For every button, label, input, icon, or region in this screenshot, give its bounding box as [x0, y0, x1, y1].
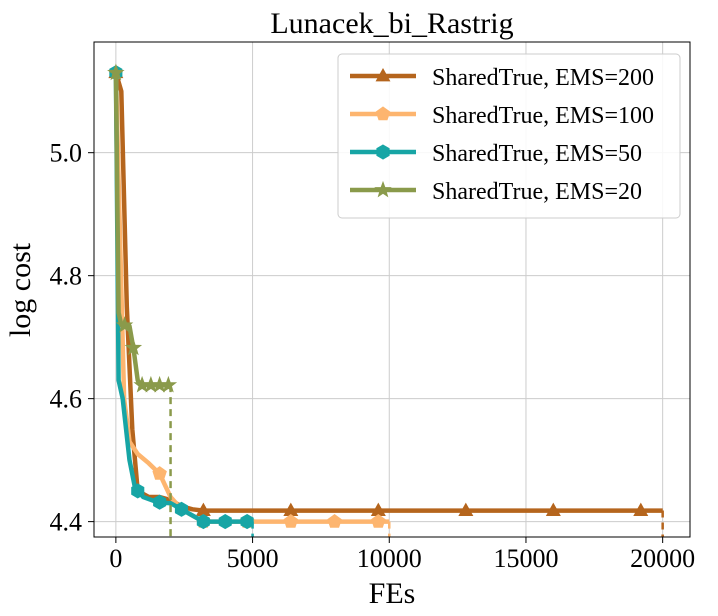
series-3-line — [113, 72, 253, 524]
series-group — [107, 63, 664, 537]
series-3-point — [218, 514, 232, 530]
x-axis-label: FEs — [369, 577, 416, 610]
series-1-point — [545, 502, 561, 516]
legend-box — [337, 53, 681, 219]
series-4 — [107, 63, 178, 537]
legend-label: SharedTrue, EMS=20 — [432, 179, 642, 205]
series-3-point — [196, 514, 210, 530]
series-2-point — [371, 513, 386, 528]
series-2-point — [152, 466, 167, 480]
series-1-point — [633, 502, 649, 516]
y-tick-label: 4.4 — [50, 508, 83, 537]
y-tick-label: 5.0 — [50, 139, 83, 168]
x-tick-label: 15000 — [493, 544, 558, 573]
chart-title: Lunacek_bi_Rastrig — [270, 7, 513, 40]
y-tick-label: 4.8 — [50, 262, 83, 291]
y-tick-label: 4.6 — [50, 385, 83, 414]
y-axis-label: log cost — [4, 242, 37, 337]
series-4-point — [115, 316, 134, 333]
legend-swatch-marker — [375, 106, 391, 121]
series-4-point — [159, 375, 178, 393]
x-tick-label: 0 — [109, 544, 122, 573]
x-tick-label: 5000 — [227, 544, 279, 573]
legend-label: SharedTrue, EMS=100 — [432, 103, 654, 129]
series-3-point — [174, 501, 188, 517]
series-2-point — [327, 513, 342, 528]
legend-label: SharedTrue, EMS=200 — [432, 65, 654, 91]
legend: SharedTrue, EMS=200 SharedTrue, EMS=100 Sh… — [337, 53, 681, 219]
plot-frame — [93, 41, 691, 538]
x-tick-label: 20000 — [630, 544, 695, 573]
series-4-point — [107, 63, 125, 81]
series-3-point — [131, 483, 145, 499]
legend-swatch-marker — [375, 67, 391, 82]
series-3 — [109, 65, 254, 537]
x-tick-label: 10000 — [357, 544, 422, 573]
series-4-point — [124, 338, 143, 356]
legend-swatch-marker — [374, 180, 392, 198]
series-1-point — [458, 502, 474, 516]
series-2-point — [283, 513, 299, 528]
series-3-point — [240, 514, 254, 530]
legend-label: SharedTrue, EMS=50 — [432, 141, 642, 167]
series-1-line — [113, 72, 663, 513]
legend-swatch-marker — [376, 144, 390, 160]
series-3-point — [153, 494, 167, 510]
ticks: 0 5000 10000 15000 20000 4.4 4.6 4.8 5.0 — [50, 139, 696, 573]
